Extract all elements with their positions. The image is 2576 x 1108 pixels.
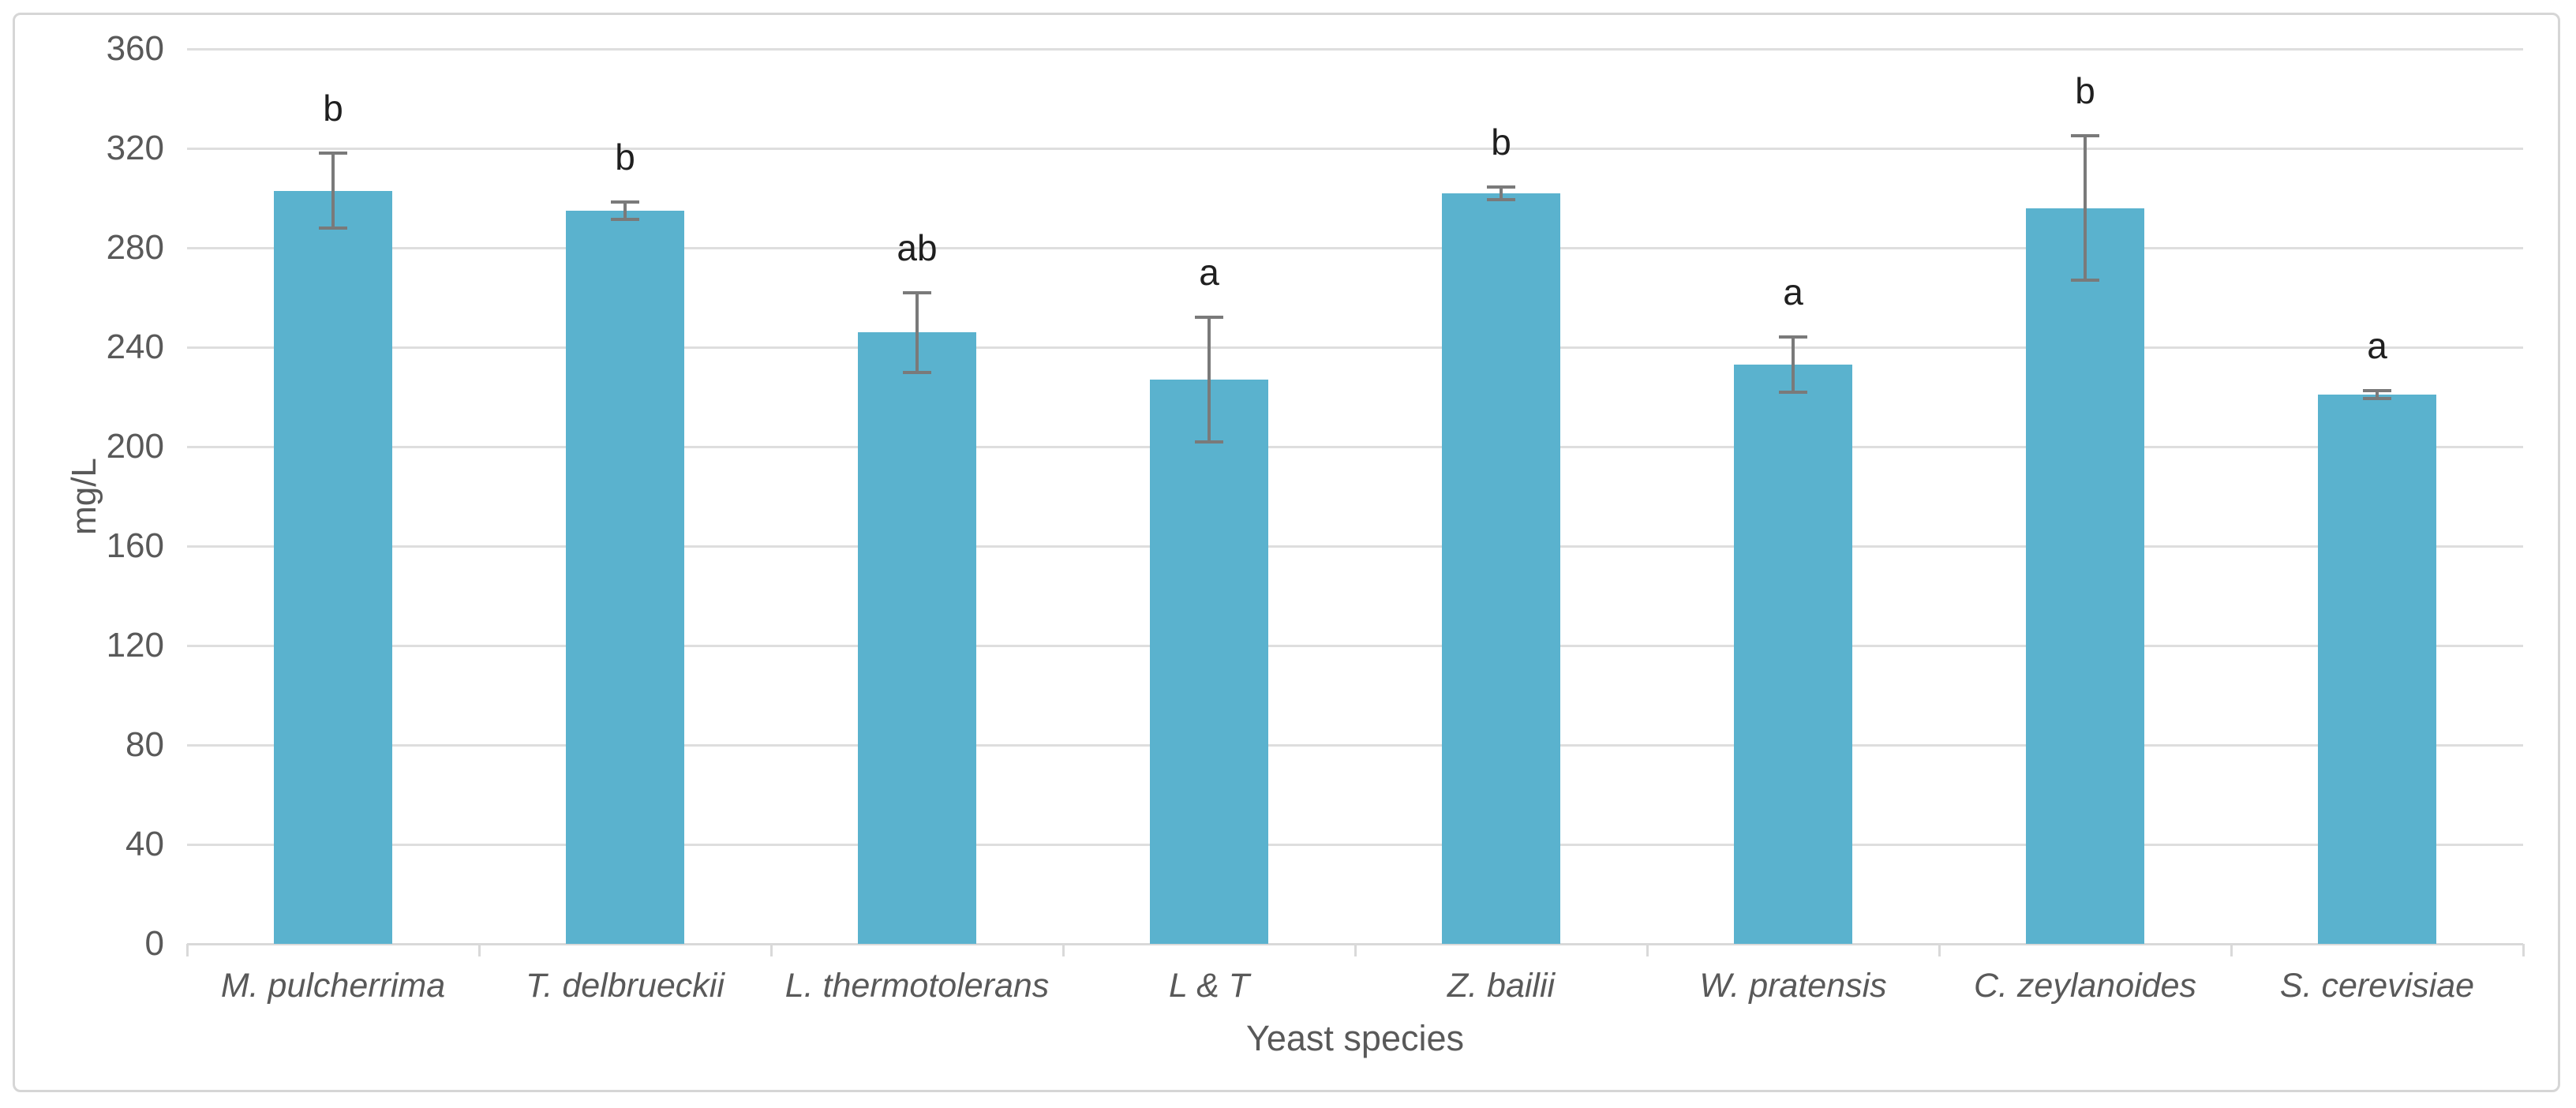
figure-border [13,13,2560,1092]
y-tick-label-160: 160 [106,526,164,565]
error-bar-line [1208,317,1211,442]
significance-letter-7: b [2075,70,2095,112]
significance-letter-5: b [1491,121,1511,163]
x-axis-tick [1062,944,1065,956]
x-axis-tick [478,944,481,956]
error-bar-cap-bottom [2071,278,2099,282]
significance-letter-1: b [323,88,343,129]
significance-letter-6: a [1783,271,1803,313]
x-axis-tick [186,944,189,956]
error-bar-line [331,153,335,228]
y-tick-label-0: 0 [144,924,164,963]
error-bar-cap-top [903,290,931,294]
y-tick-label-280: 280 [106,228,164,267]
bar-4 [1150,379,1268,944]
gridline-160 [187,545,2523,548]
gridline-200 [187,446,2523,448]
x-axis-tick [2522,944,2525,956]
y-tick-label-360: 360 [106,29,164,68]
x-axis-tick [1646,944,1649,956]
x-axis-tick [2230,944,2233,956]
y-tick-label-320: 320 [106,129,164,167]
error-bar-cap-bottom [611,217,639,221]
error-bar-cap-top [1487,185,1515,189]
error-bar-cap-bottom [1195,440,1223,444]
x-axis-tick [770,944,773,956]
bar-8 [2318,394,2436,944]
y-tick-label-240: 240 [106,328,164,366]
error-bar-cap-bottom [319,226,347,230]
error-bar-cap-top [1195,316,1223,320]
y-tick-label-200: 200 [106,427,164,466]
x-category-label-6: W. pratensis [1699,967,1887,1005]
significance-letter-8: a [2367,325,2387,367]
x-category-label-2: T. delbrueckii [526,967,724,1005]
y-tick-label-120: 120 [106,626,164,664]
x-axis-tick [1354,944,1357,956]
error-bar-line [2084,136,2087,280]
bar-5 [1442,193,1560,944]
significance-letter-2: b [615,136,635,178]
x-category-label-5: Z. bailii [1447,967,1556,1005]
error-bar-cap-bottom [2363,396,2391,400]
y-tick-label-80: 80 [125,725,164,764]
error-bar-line [915,292,919,372]
bar-1 [274,190,392,944]
bar-2 [566,210,684,944]
gridline-360 [187,48,2523,51]
error-bar-line [1792,337,1795,392]
error-bar-line [1500,186,1503,200]
x-axis-title: Yeast species [1245,1018,1465,1058]
gridline-80 [187,744,2523,747]
error-bar-cap-bottom [903,370,931,374]
gridline-280 [187,247,2523,249]
gridline-320 [187,148,2523,150]
x-category-label-8: S. cerevisiae [2279,967,2475,1005]
bar-6 [1734,365,1852,944]
error-bar-cap-bottom [1779,390,1807,394]
error-bar-line [623,201,627,219]
error-bar-cap-top [1779,335,1807,339]
x-category-label-3: L. thermotolerans [784,967,1050,1005]
x-axis-tick [1938,944,1941,956]
error-bar-line [2376,391,2379,399]
bar-7 [2026,208,2144,944]
significance-letter-3: ab [897,226,938,268]
gridline-120 [187,645,2523,647]
x-category-label-7: C. zeylanoides [1973,967,2197,1005]
gridline-240 [187,346,2523,349]
bar-3 [858,332,976,944]
x-category-label-4: L & T [1169,967,1249,1005]
error-bar-cap-top [2071,134,2099,138]
error-bar-cap-top [2363,389,2391,393]
error-bar-cap-bottom [1487,197,1515,201]
significance-letter-4: a [1199,252,1219,294]
gridline-40 [187,844,2523,846]
x-category-label-1: M. pulcherrima [220,967,446,1005]
y-tick-label-40: 40 [125,825,164,863]
error-bar-cap-top [611,200,639,204]
error-bar-cap-top [319,152,347,155]
